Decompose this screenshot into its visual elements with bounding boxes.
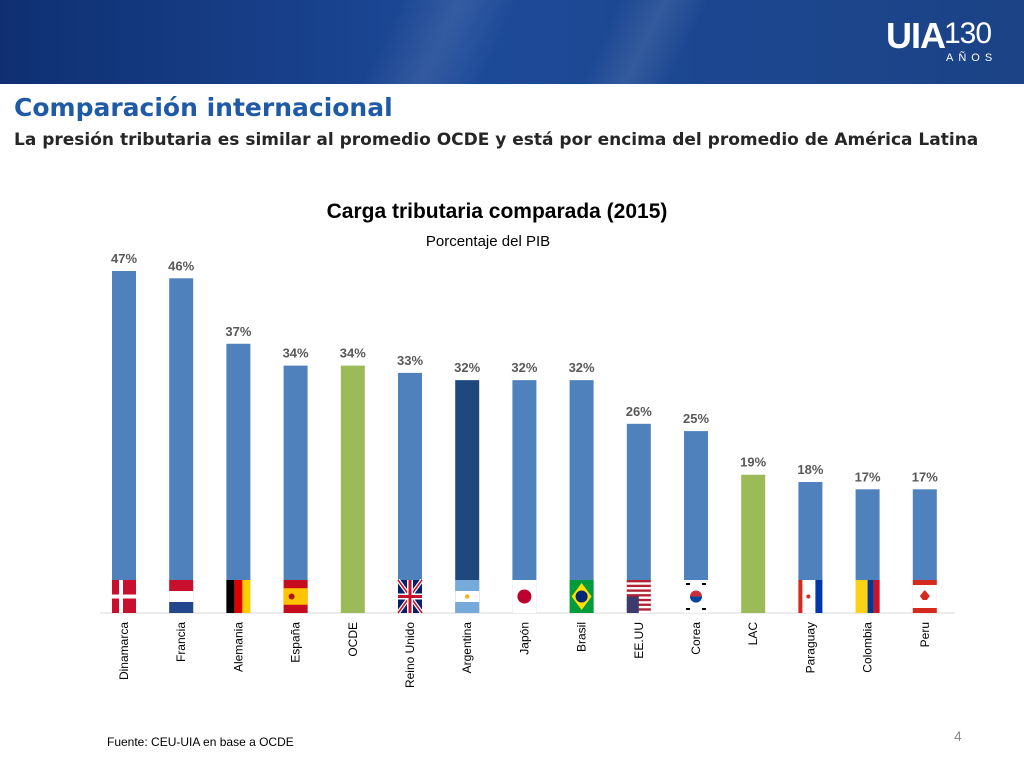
bar [455,380,480,613]
bar [169,278,194,613]
data-label: 17% [855,469,881,484]
logo-text: UIA [886,15,946,56]
data-label: 32% [454,360,480,375]
category-label: Brasil [575,622,589,652]
slide-title: Comparación internacional [14,93,393,122]
logo: UIA 130 AÑOS [886,12,1006,72]
chart-subtitle: Porcentaje del PIB [426,233,550,250]
category-label: Japón [517,622,531,655]
brazil-flag-icon [569,580,594,613]
category-label: EE.UU [632,622,646,659]
slide-subtitle: La presión tributaria es similar al prom… [14,130,979,150]
bar [398,372,422,613]
category-label: Peru [918,622,932,647]
data-label: 25% [683,411,709,426]
data-label: 32% [569,360,595,375]
bar [741,474,766,613]
logo-number: 130 [944,17,992,50]
data-label: 47% [111,251,137,266]
korea-flag-icon [684,580,708,613]
denmark-flag-icon [112,580,136,613]
spain-flag-icon [283,580,308,613]
category-label: OCDE [346,622,360,657]
bar [340,365,365,613]
category-label: Argentina [460,622,474,674]
header-banner: UIA 130 AÑOS [0,0,1024,84]
colombia-flag-icon [855,580,880,613]
bar [226,343,251,613]
netherlands-flag-icon [169,580,194,613]
data-label: 26% [626,404,652,419]
data-label: 46% [168,258,194,273]
data-label: 34% [340,346,366,361]
category-label: LAC [746,622,760,646]
uk-flag-icon [396,578,424,615]
usa-flag-icon [626,580,651,613]
category-label: Dinamarca [117,622,131,680]
source-note: Fuente: CEU-UIA en base a OCDE [107,735,294,749]
category-label: España [289,622,303,663]
category-label: Paraguay [803,622,817,673]
bar [112,271,136,613]
canada-flag-icon [912,580,937,613]
data-label: 34% [283,346,309,361]
paraguay-flag-icon [798,580,823,613]
category-label: Alemania [231,622,245,672]
bars-group: 47% Dinamarca 46% Francia 37% Alemania 34% Espa… [111,251,938,688]
category-label: Francia [174,622,188,662]
page-number: 4 [954,728,962,744]
data-label: 17% [912,469,938,484]
data-label: 33% [397,353,423,368]
bar [569,380,594,613]
logo-subtext: AÑOS [946,52,998,64]
bar [283,365,308,613]
chart-title: Carga tributaria comparada (2015) [327,200,668,223]
data-label: 19% [740,455,766,470]
data-label: 37% [225,324,251,339]
bar [512,380,537,613]
data-label: 18% [797,462,823,477]
category-label: Colombia [861,622,875,673]
category-label: Corea [689,622,703,655]
japan-flag-icon [512,580,537,613]
argentina-flag-icon [455,580,480,613]
category-label: Reino Unido [403,622,417,688]
germany-flag-icon [226,580,251,613]
data-label: 32% [511,360,537,375]
